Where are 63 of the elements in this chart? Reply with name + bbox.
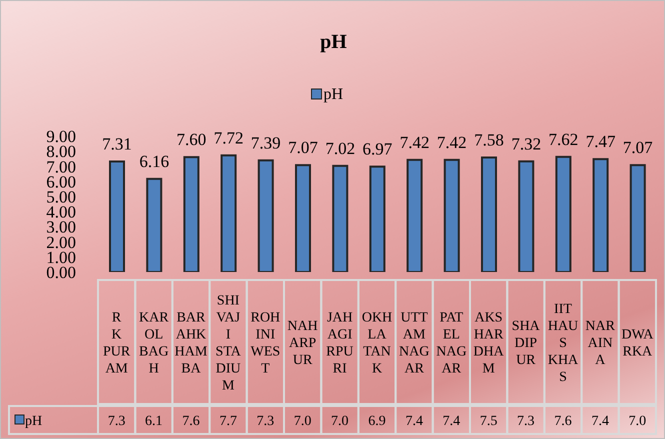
x-tick-label: NAHARPUR <box>287 319 318 368</box>
text: 7.4 <box>591 414 609 429</box>
x-tick-label: OKHLA TANK <box>362 310 392 376</box>
bar <box>332 164 348 272</box>
bar <box>481 156 497 272</box>
data-label: 7.42 <box>436 132 467 152</box>
data-label: 7.58 <box>474 130 504 150</box>
text: 6.1 <box>145 414 163 429</box>
bar <box>555 156 572 272</box>
x-tick-label: ROHINI WEST <box>250 310 280 376</box>
data-label: 7.47 <box>586 132 616 152</box>
x-tick-label: IIT HAUS KHAS <box>548 302 580 385</box>
x-tick-label: SHIVAJI STADIUM <box>216 294 242 394</box>
x-tick-label: SHADIPUR <box>512 319 541 368</box>
bar <box>258 159 274 272</box>
data-label: 7.72 <box>214 128 244 148</box>
x-tick-label: DWARKA <box>621 328 654 360</box>
x-tick-label: NARAINA <box>585 319 616 368</box>
text: 7.7 <box>219 414 237 429</box>
bar <box>369 166 386 272</box>
data-label: 7.39 <box>250 133 281 152</box>
text: 7.4 <box>405 414 423 429</box>
table-row-key: pH <box>14 414 42 429</box>
bar <box>630 164 646 272</box>
data-label: 7.07 <box>288 138 318 158</box>
text: 7.0 <box>294 414 312 429</box>
x-tick-label: AKSHARDHAM <box>473 310 505 376</box>
data-label: 6.97 <box>362 140 393 159</box>
data-label: 7.02 <box>325 138 356 158</box>
bar <box>406 158 423 272</box>
text: 7.5 <box>480 414 498 429</box>
bar <box>109 160 125 272</box>
data-label: 7.60 <box>176 130 206 150</box>
data-label: 7.07 <box>622 138 654 158</box>
text: 7.3 <box>517 414 535 429</box>
text: 7.6 <box>554 414 572 429</box>
x-tick-label: KAROL BAGH <box>139 310 170 376</box>
data-label: 7.62 <box>548 130 578 149</box>
chart-title: pH <box>319 31 348 54</box>
bar <box>592 158 609 272</box>
bar <box>444 158 460 272</box>
x-tick-label: JAHAGIRPURI <box>326 310 354 376</box>
text: 7.6 <box>182 414 200 429</box>
x-tick-label: BARAHKHAMBA <box>174 310 208 376</box>
data-label: 7.32 <box>511 134 542 154</box>
text: 7.4 <box>442 414 460 429</box>
bar <box>183 156 200 272</box>
text: 6.9 <box>368 414 386 429</box>
x-tick-label: UTTAM NAGAR <box>399 310 430 376</box>
text: 7.0 <box>628 414 646 429</box>
x-tick-label: R K PURAM <box>102 310 131 376</box>
x-tick-label: PATEL NAGAR <box>436 310 467 376</box>
data-label: 7.42 <box>400 132 430 152</box>
data-label: 6.16 <box>139 152 170 171</box>
bar <box>518 160 534 272</box>
bar <box>295 164 311 272</box>
text: 7.3 <box>108 414 126 429</box>
text: 7.0 <box>331 414 349 429</box>
data-label: 7.31 <box>102 134 132 154</box>
text: 7.3 <box>256 414 274 429</box>
bar <box>220 154 237 272</box>
legend-label: pH <box>324 86 344 103</box>
bar <box>146 178 162 272</box>
